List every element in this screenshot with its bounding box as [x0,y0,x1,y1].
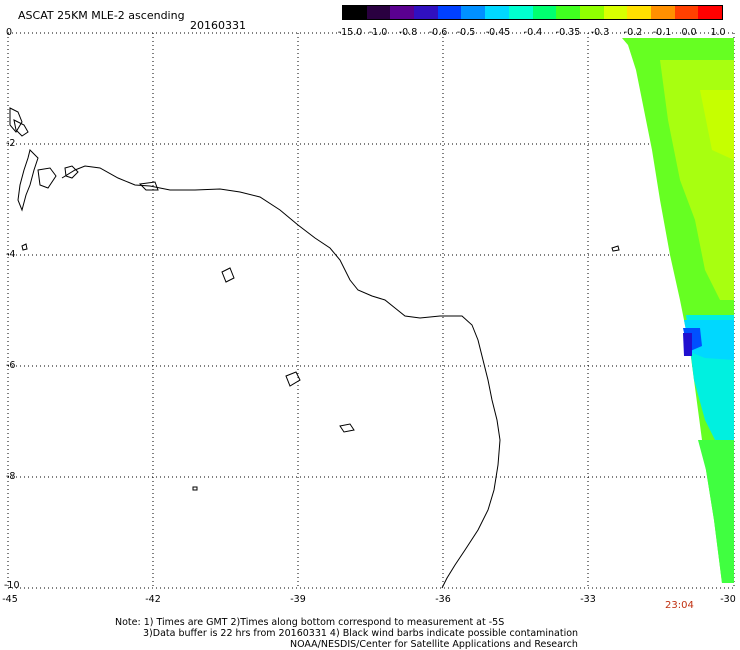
measurement-time: 23:04 [665,600,694,611]
colorbar-label: -0.1 [652,27,672,38]
lat-label: -6 [6,360,16,371]
lon-label: -39 [290,594,306,605]
map-date: 20160331 [190,19,246,32]
lon-label: -45 [2,594,18,605]
plot-frame [7,32,735,589]
colorbar-segment [461,6,486,19]
colorbar-label: -0.45 [485,27,511,38]
lon-label: -33 [580,594,596,605]
colorbar-label: 1.0 [710,27,726,38]
colorbar-segment [485,6,509,19]
colorbar [342,5,723,20]
map-title: ASCAT 25KM MLE-2 ascending [18,9,185,22]
colorbar-label: -0.6 [428,27,448,38]
wind-swath [622,38,734,583]
colorbar-label: -15.0 [337,27,363,38]
colorbar-segment [698,6,722,19]
note-line-1: Note: 1) Times are GMT 2)Times along bot… [115,617,505,628]
lat-label: 0 [6,27,13,38]
colorbar-segment [556,6,580,19]
colorbar-label: -1.0 [368,27,388,38]
colorbar-segment [366,6,391,19]
colorbar-segment [343,6,367,19]
colorbar-segment [603,6,628,19]
swath-darkblue [683,333,692,356]
colorbar-segment [674,6,699,19]
swath-yellowgreen [700,90,734,160]
grid [8,33,734,588]
colorbar-segment [532,6,557,19]
colorbar-segment [508,6,533,19]
note-line-3: NOAA/NESDIS/Center for Satellite Applica… [290,639,578,650]
colorbar-segment [414,6,438,19]
lat-label: -10 [4,580,20,591]
note-line-2: 3)Data buffer is 22 hrs from 20160331 4)… [143,628,579,639]
lat-label: -8 [6,471,16,482]
lon-label: -42 [145,594,161,605]
colorbar-segment [650,6,675,19]
colorbar-segment [627,6,651,19]
colorbar-segment [390,6,415,19]
lon-label: -36 [435,594,451,605]
lon-label: -30 [720,594,736,605]
lat-label: -4 [6,249,16,260]
colorbar-segment [579,6,604,19]
coastline [9,107,620,589]
colorbar-label: -0.5 [456,27,476,38]
swath-green-lower [698,440,734,583]
lat-label: -2 [6,138,16,149]
colorbar-segment [437,6,462,19]
